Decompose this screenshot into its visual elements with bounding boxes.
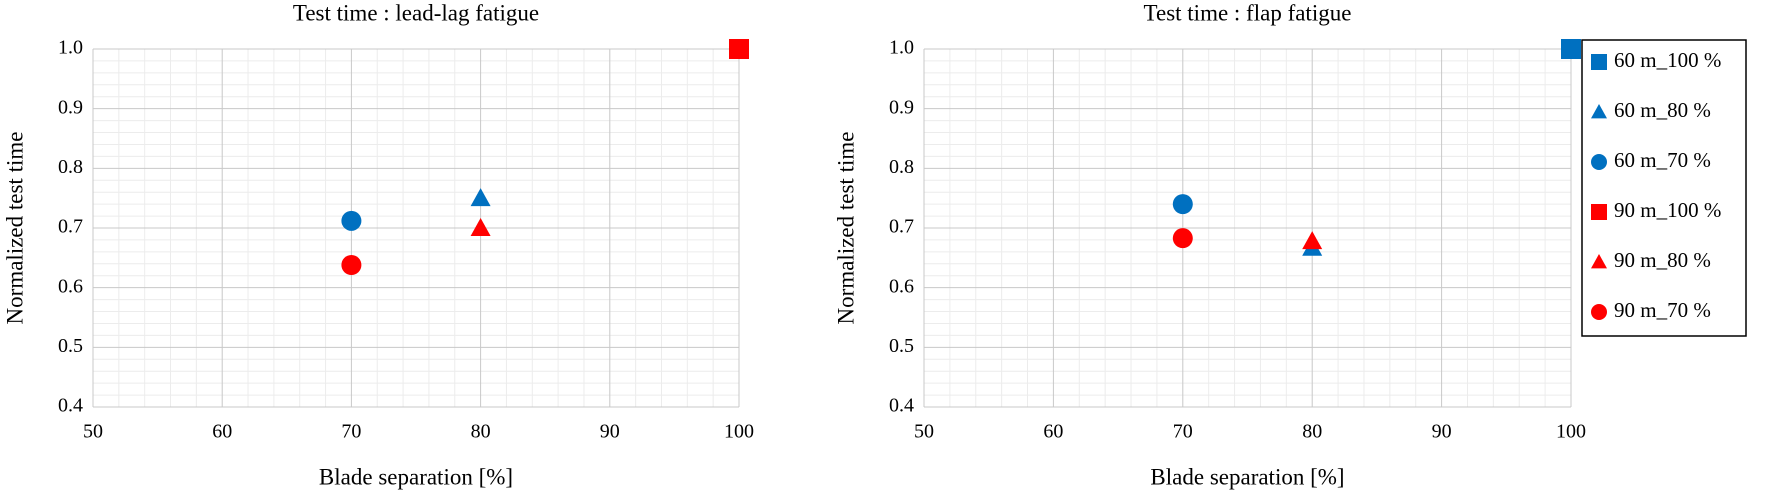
legend-marker <box>1591 204 1607 220</box>
legend-box <box>1581 39 1747 337</box>
y-tick-label: 0.6 <box>58 275 83 297</box>
y-tick-label: 0.6 <box>889 275 914 297</box>
marker-triangle <box>1302 231 1323 250</box>
legend-label: 60 m_100 % <box>1614 48 1721 72</box>
y-tick-label: 0.7 <box>889 216 914 238</box>
legend-label: 60 m_70 % <box>1614 148 1711 172</box>
x-tick-label: 90 <box>600 421 620 443</box>
legend-label: 90 m_70 % <box>1614 298 1711 322</box>
legend-marker <box>1591 54 1607 70</box>
marker-circle <box>1172 228 1193 249</box>
y-axis-label: Normalized test time <box>833 132 858 325</box>
y-tick-label: 0.9 <box>889 96 914 118</box>
y-tick-label: 0.8 <box>58 156 83 178</box>
y-tick-label: 0.8 <box>889 156 914 178</box>
x-tick-label: 60 <box>1043 421 1063 443</box>
marker-triangle <box>470 188 491 207</box>
marker-square <box>729 39 749 59</box>
marker-circle <box>341 254 362 275</box>
y-tick-label: 1.0 <box>889 37 914 59</box>
marker-circle <box>1172 194 1193 215</box>
x-tick-label: 100 <box>724 421 754 443</box>
marker-square <box>1561 39 1581 59</box>
legend-marker <box>1591 304 1607 320</box>
legend-label: 90 m_80 % <box>1614 248 1711 272</box>
marker-triangle <box>470 218 491 236</box>
y-tick-label: 0.5 <box>58 335 83 357</box>
y-tick-label: 1.0 <box>58 37 83 59</box>
x-axis-label: Blade separation [%] <box>319 464 513 489</box>
legend-label: 60 m_80 % <box>1614 98 1711 122</box>
marker-circle <box>341 210 362 231</box>
y-tick-label: 0.5 <box>889 335 914 357</box>
x-tick-label: 80 <box>1302 421 1322 443</box>
y-tick-label: 0.7 <box>58 216 83 238</box>
x-tick-label: 50 <box>914 421 934 443</box>
legend-marker <box>1591 104 1607 119</box>
y-tick-label: 0.9 <box>58 96 83 118</box>
y-axis-label: Normalized test time <box>2 132 27 325</box>
legend-marker <box>1591 154 1607 170</box>
x-tick-label: 80 <box>471 421 491 443</box>
y-tick-label: 0.4 <box>889 395 914 417</box>
legend-marker <box>1591 254 1607 269</box>
x-tick-label: 70 <box>341 421 361 443</box>
chart-title: Test time : lead-lag fatigue <box>293 0 539 25</box>
x-tick-label: 70 <box>1173 421 1193 443</box>
x-tick-label: 100 <box>1556 421 1586 443</box>
y-tick-label: 0.4 <box>58 395 83 417</box>
x-tick-label: 50 <box>83 421 103 443</box>
x-tick-label: 90 <box>1432 421 1452 443</box>
x-tick-label: 60 <box>212 421 232 443</box>
legend-label: 90 m_100 % <box>1614 198 1721 222</box>
chart-title: Test time : flap fatigue <box>1144 0 1352 25</box>
x-axis-label: Blade separation [%] <box>1150 464 1344 489</box>
